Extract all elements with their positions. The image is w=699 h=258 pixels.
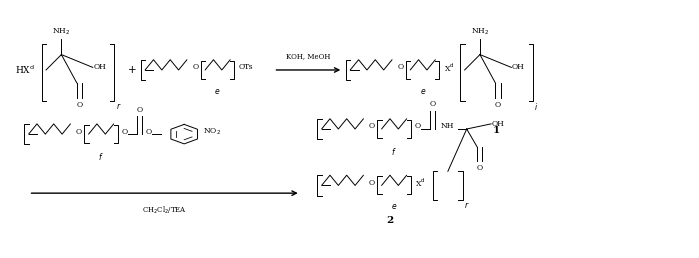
Text: $r$: $r$ xyxy=(464,200,470,209)
Text: O: O xyxy=(136,106,143,114)
Text: O: O xyxy=(415,123,421,131)
Text: OH: OH xyxy=(492,120,505,128)
Text: O: O xyxy=(76,101,82,109)
Text: OH: OH xyxy=(512,63,525,71)
Text: $e$: $e$ xyxy=(419,87,426,96)
Text: O: O xyxy=(369,123,375,131)
Text: $e$: $e$ xyxy=(391,202,397,211)
Text: O: O xyxy=(369,179,375,187)
Text: +: + xyxy=(128,65,136,75)
Text: O: O xyxy=(476,164,482,172)
Text: 1: 1 xyxy=(493,126,500,135)
Text: X$^{\rm d}$: X$^{\rm d}$ xyxy=(415,177,426,189)
Text: O: O xyxy=(76,127,82,135)
Text: $i$: $i$ xyxy=(534,101,538,112)
Text: KOH, MeOH: KOH, MeOH xyxy=(286,52,331,60)
Text: $f$: $f$ xyxy=(391,146,397,157)
Text: NH$_2$: NH$_2$ xyxy=(471,26,489,37)
Text: 2: 2 xyxy=(387,216,394,225)
Text: O: O xyxy=(398,63,404,71)
Text: O: O xyxy=(192,63,199,71)
Text: $r$: $r$ xyxy=(116,101,122,111)
Text: O: O xyxy=(146,127,152,135)
Text: OH: OH xyxy=(94,63,106,71)
Text: HX$^{\rm d}$: HX$^{\rm d}$ xyxy=(15,64,34,76)
Text: O: O xyxy=(122,127,128,135)
Text: CH$_2$Cl$_2$/TEA: CH$_2$Cl$_2$/TEA xyxy=(142,205,187,216)
Text: NH: NH xyxy=(440,123,454,131)
Text: NH$_2$: NH$_2$ xyxy=(52,26,71,37)
Text: O: O xyxy=(429,100,435,108)
Text: OTs: OTs xyxy=(238,63,253,71)
Text: $e$: $e$ xyxy=(215,87,221,96)
Text: $f$: $f$ xyxy=(99,151,104,162)
Text: NO$_2$: NO$_2$ xyxy=(203,126,221,137)
Text: X$^{\rm d}$: X$^{\rm d}$ xyxy=(444,61,454,74)
Text: O: O xyxy=(495,101,501,109)
